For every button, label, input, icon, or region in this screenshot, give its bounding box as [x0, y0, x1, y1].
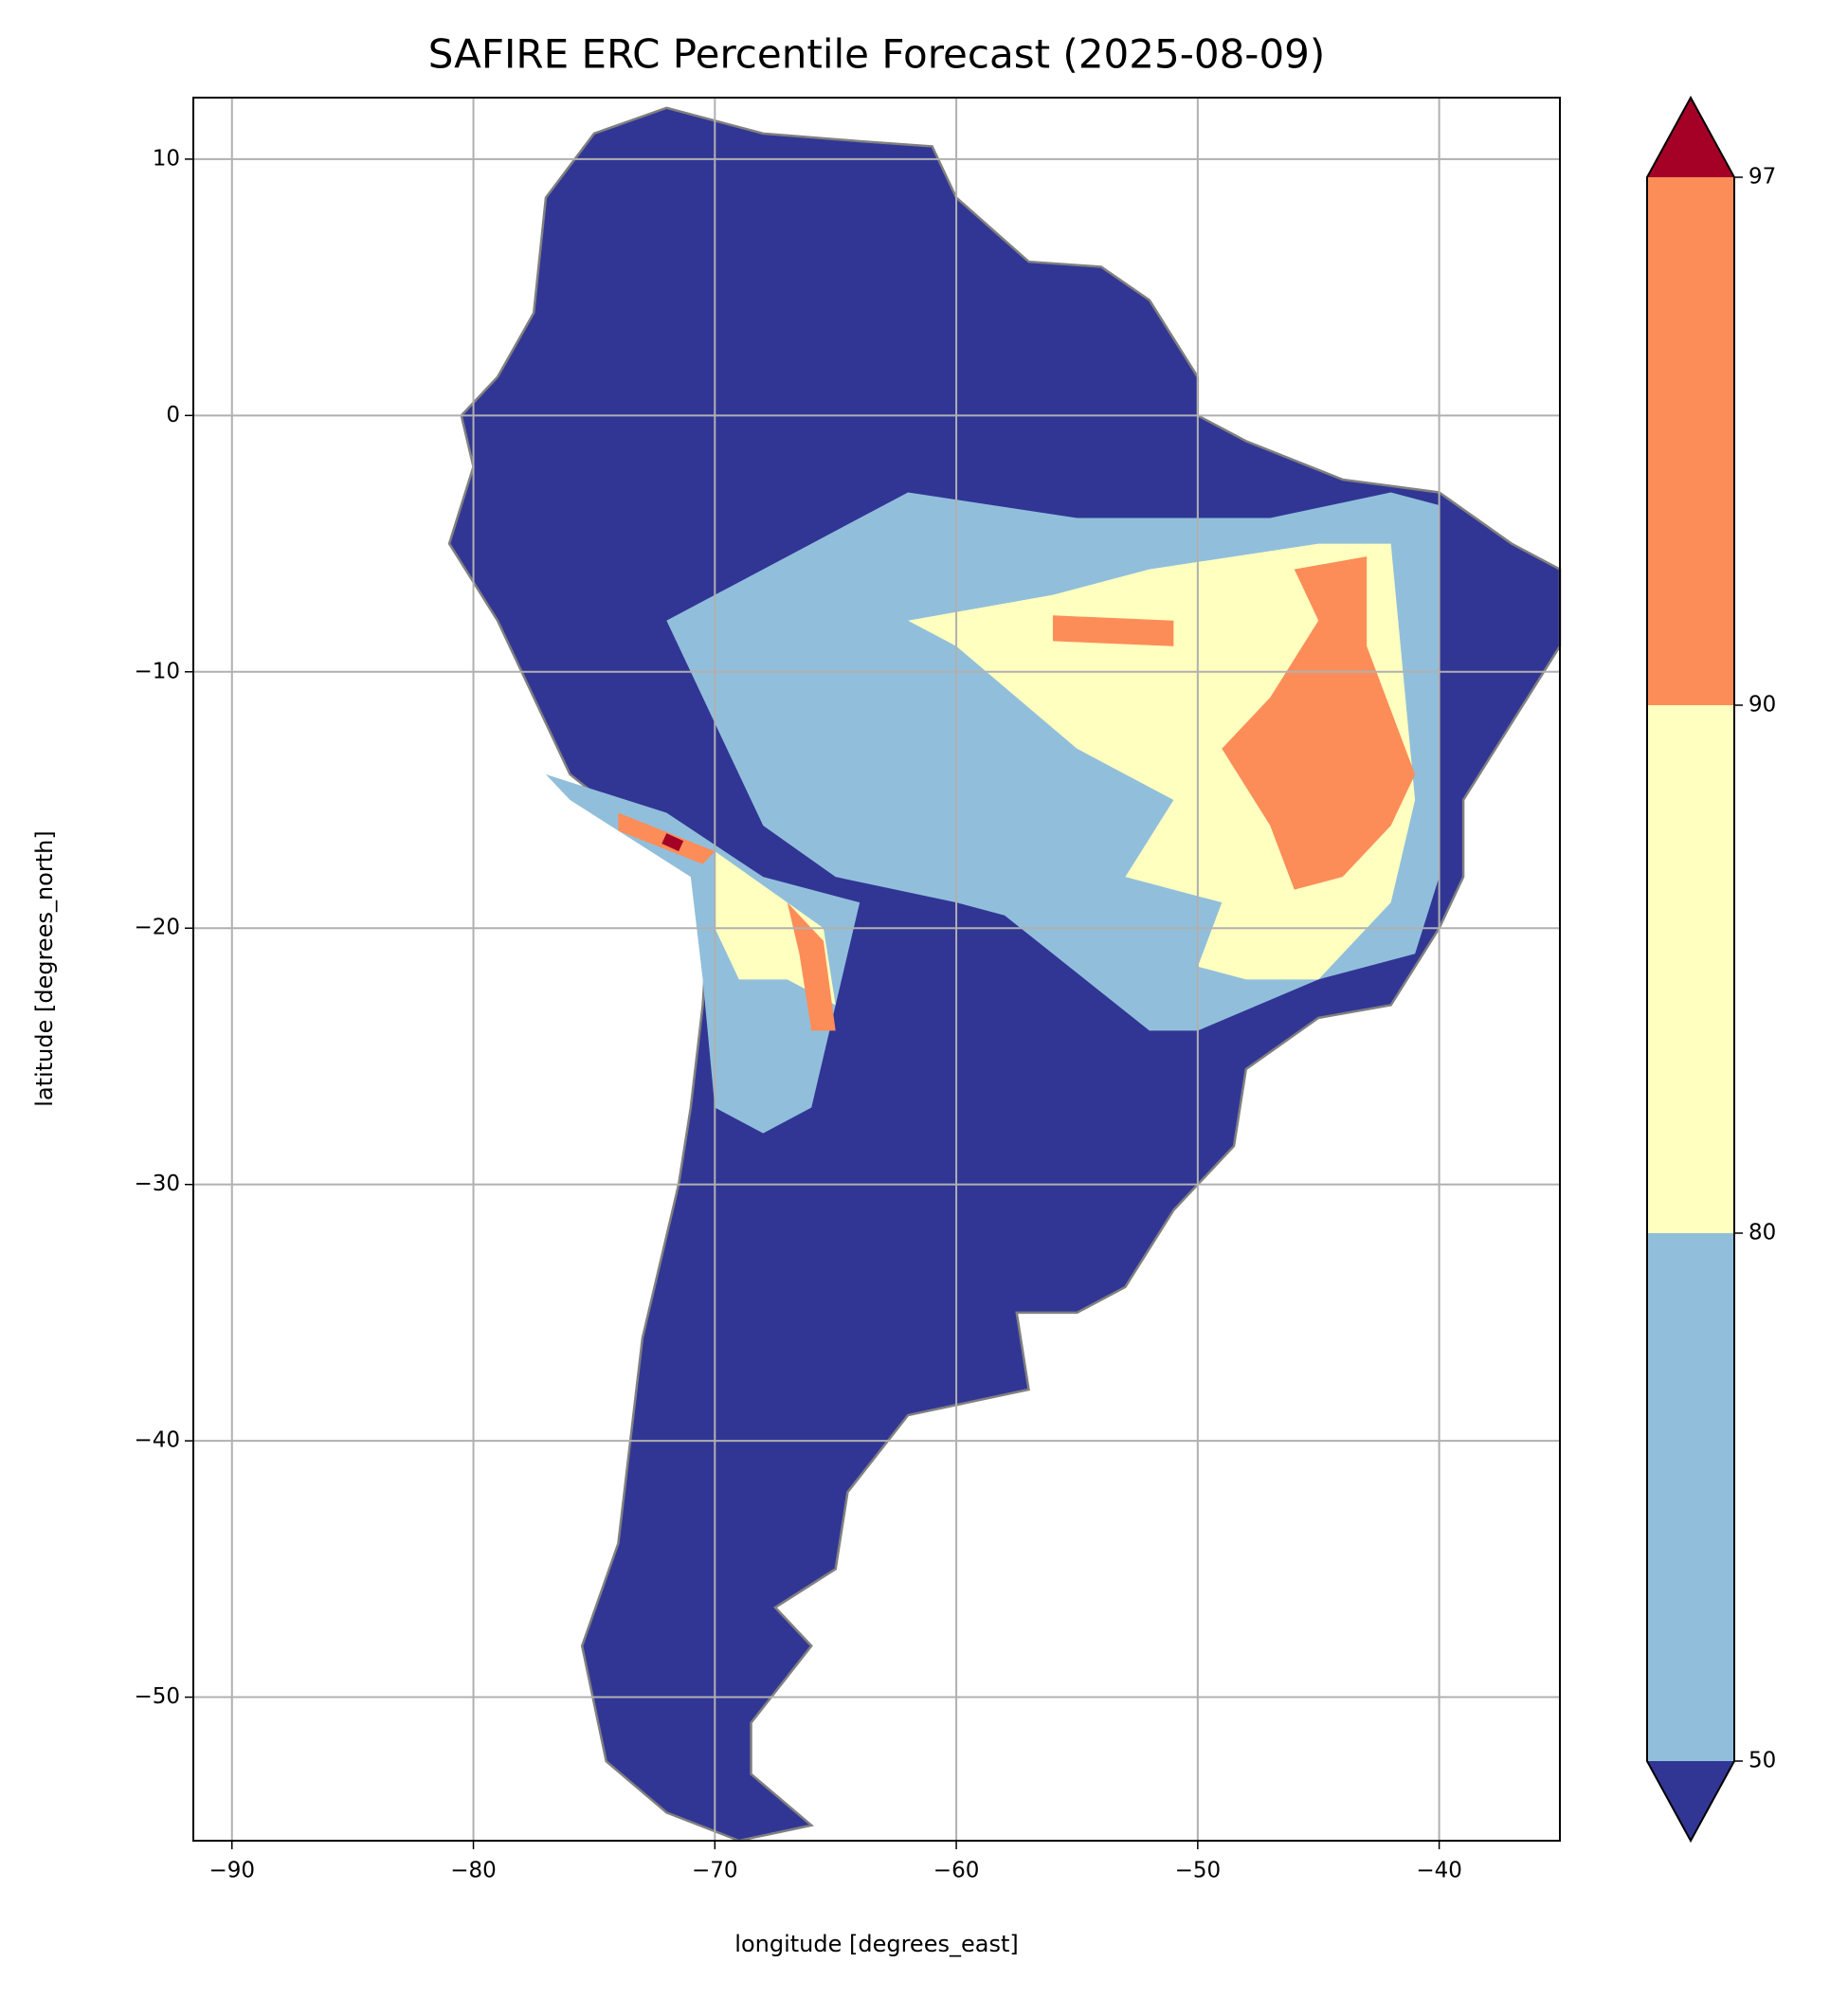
x-tick-label: −40 [1416, 1859, 1462, 1883]
y-tick-label: 10 [153, 146, 180, 171]
region [661, 833, 684, 852]
map [193, 98, 1562, 1843]
y-tick-label: −10 [134, 659, 180, 683]
x-tick-label: −50 [1175, 1859, 1222, 1883]
region [545, 773, 861, 1134]
x-tick-label: −70 [692, 1859, 738, 1883]
chart-title: SAFIRE ERC Percentile Forecast (2025-08-… [428, 31, 1326, 78]
y-tick-label: 0 [166, 403, 180, 427]
colorbar-extend-high [1647, 98, 1734, 177]
x-tick-label: −90 [208, 1859, 255, 1883]
colorbar-tick-label: 80 [1748, 1221, 1776, 1245]
x-tick-label: −60 [933, 1859, 980, 1883]
colorbar-tick-label: 90 [1748, 693, 1776, 718]
y-axis-label: latitude [degrees_north] [31, 830, 58, 1106]
plot-frame [192, 97, 1561, 1842]
y-tick-label: −20 [134, 916, 180, 940]
y-tick-label: −30 [134, 1172, 180, 1196]
region [787, 902, 836, 1031]
colorbar-tick-label: 50 [1748, 1749, 1776, 1773]
region [1222, 556, 1416, 890]
colorbar-segment [1647, 1233, 1734, 1761]
colorbar-segment [1647, 705, 1734, 1233]
y-tick-label: −50 [134, 1684, 180, 1709]
region [1052, 615, 1174, 646]
y-tick-label: −40 [134, 1428, 180, 1453]
x-axis-label: longitude [degrees_east] [734, 1931, 1018, 1957]
colorbar-extend-low [1647, 1761, 1734, 1841]
x-tick-label: −80 [450, 1859, 497, 1883]
colorbar-tick-label: 97 [1748, 165, 1776, 190]
colorbar-segment [1647, 177, 1734, 705]
